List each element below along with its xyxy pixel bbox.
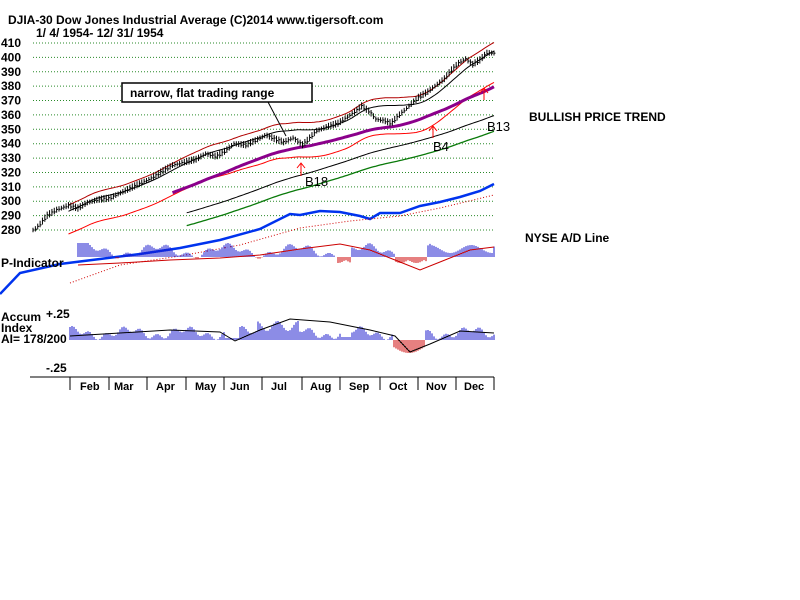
arrow-b4-head (428, 125, 438, 132)
p-indicator-label: P-Indicator (1, 256, 64, 270)
p-indicator-ma (77, 243, 495, 271)
ai-reading: AI= 178/200 (1, 332, 67, 346)
trading-range-box (121, 82, 313, 103)
annotation-trading-range: narrow, flat trading range (130, 86, 275, 100)
ad-line-label: NYSE A/D Line (525, 231, 610, 245)
month-label: Sep (349, 381, 369, 393)
annotation-bullish-trend: BULLISH PRICE TREND (529, 110, 666, 124)
signal-arrows (296, 87, 489, 176)
month-label: Jun (230, 381, 250, 393)
month-label: Jul (271, 381, 287, 393)
month-label: May (195, 381, 217, 393)
y-tick-label: 370 (1, 94, 21, 108)
y-tick-label: 350 (1, 122, 21, 136)
price-grid (33, 42, 494, 231)
nyse-ad-line (0, 182, 495, 295)
y-tick-label: 330 (1, 151, 21, 165)
accum-ma (69, 318, 495, 353)
month-label: Aug (310, 381, 331, 393)
y-tick-label: 310 (1, 180, 21, 194)
chart-title: DJIA-30 Dow Jones Industrial Average (C)… (8, 13, 383, 27)
arrow-b13-head (479, 87, 489, 94)
price-bars (32, 49, 496, 233)
lower-band (68, 81, 495, 235)
signal-b18: B18 (305, 174, 328, 189)
month-label: Oct (389, 381, 408, 393)
ad-line (0, 182, 495, 295)
accum-index-panel (69, 318, 495, 353)
annotation-pointer (267, 101, 287, 137)
y-tick-label: 380 (1, 79, 21, 93)
month-label: Dec (464, 381, 484, 393)
signal-b4: B4 (433, 139, 449, 154)
accum-tick-minus: -.25 (46, 361, 67, 375)
month-label: Mar (114, 381, 134, 393)
accum-tick-plus: +.25 (46, 307, 70, 321)
y-tick-label: 300 (1, 194, 21, 208)
month-axis: Feb Mar Apr May Jun Jul Aug Sep Oct Nov Dec (30, 376, 495, 393)
signal-b13: B13 (487, 119, 510, 134)
y-tick-label: 410 (1, 36, 21, 50)
moving-average-green (186, 130, 495, 227)
month-label: Apr (156, 381, 176, 393)
accum-label: Accum (1, 310, 41, 324)
ad-line-ma (69, 194, 495, 284)
y-tick-label: 390 (1, 65, 21, 79)
y-tick-label: 290 (1, 209, 21, 223)
price-axis-ticks: 4104003903803703603503403303203103002902… (1, 36, 21, 237)
chart-subtitle: 1/ 4/ 1954- 12/ 31/ 1954 (36, 26, 164, 40)
annotations: narrow, flat trading range BULLISH PRICE… (121, 82, 666, 189)
index-label: Index (1, 321, 33, 335)
y-tick-label: 280 (1, 223, 21, 237)
moving-average-black (186, 115, 495, 214)
y-tick-label: 400 (1, 50, 21, 64)
p-indicator-panel (77, 243, 495, 271)
y-tick-label: 340 (1, 137, 21, 151)
month-label: Nov (426, 381, 448, 393)
moving-average-purple (171, 85, 495, 195)
y-tick-label: 320 (1, 165, 21, 179)
arrow-b18-head (296, 162, 306, 169)
month-label: Feb (80, 381, 100, 393)
y-tick-label: 360 (1, 108, 21, 122)
